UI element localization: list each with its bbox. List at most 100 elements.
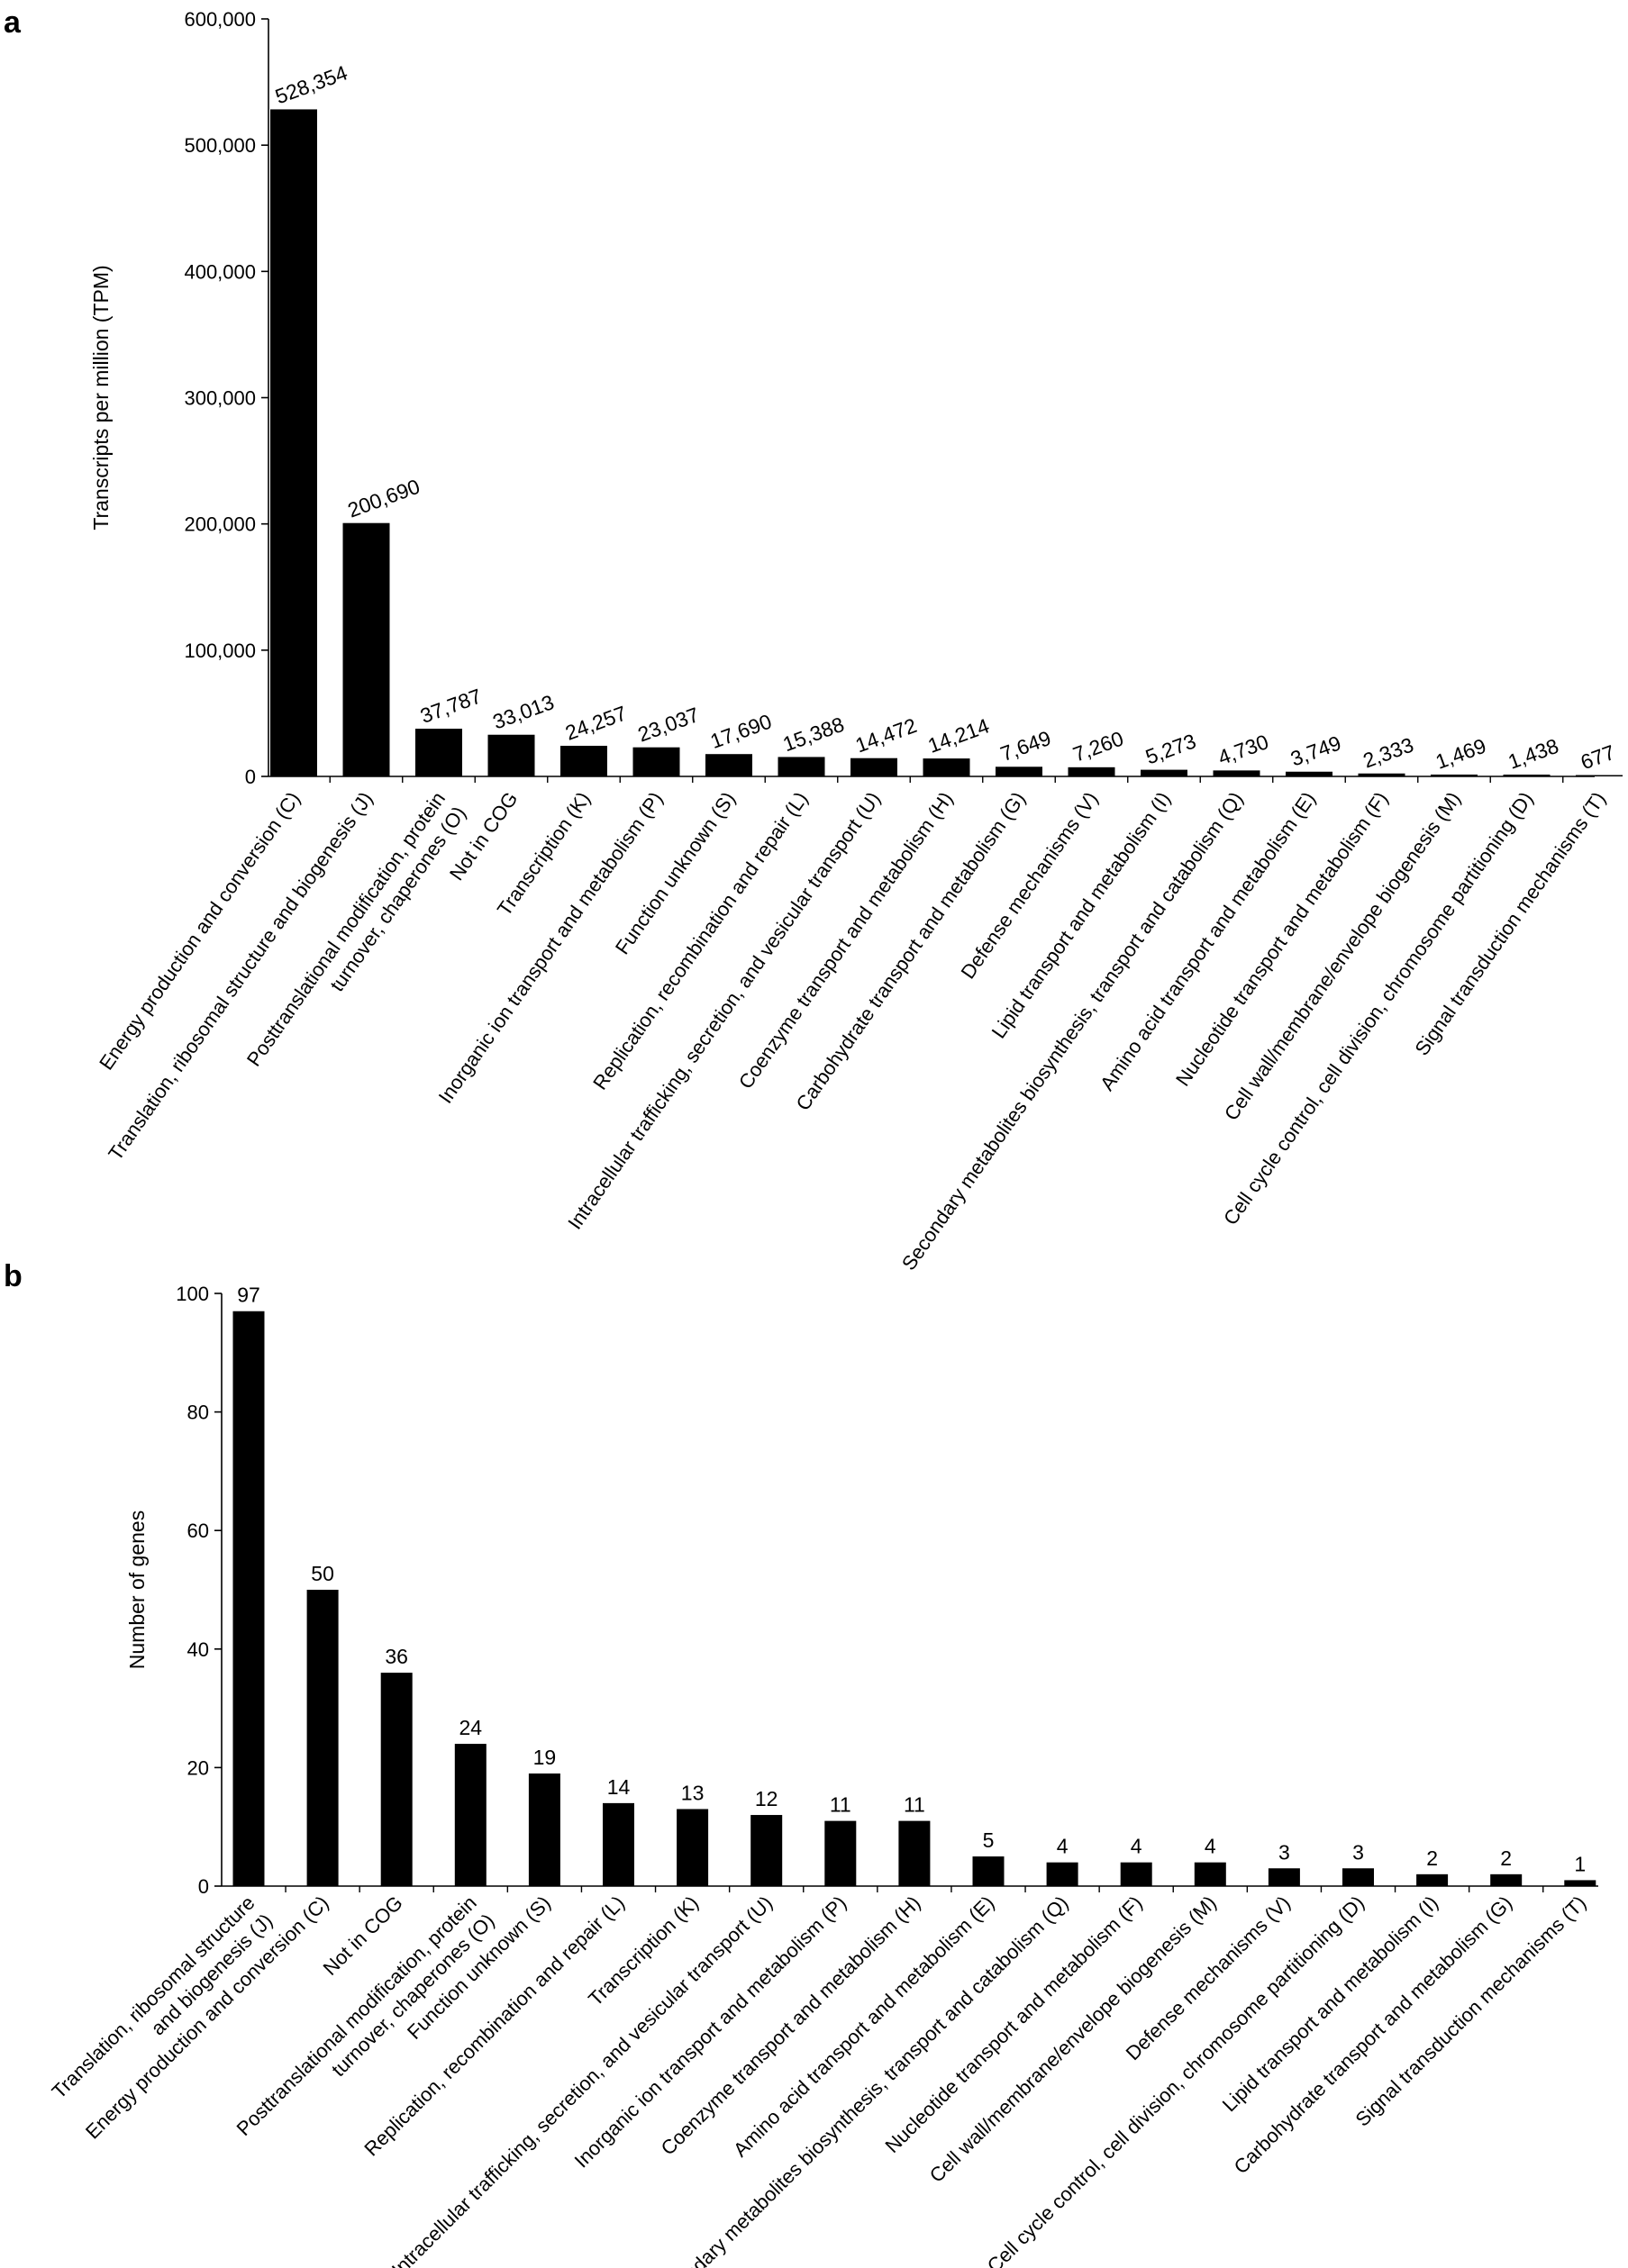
bar-value-label: 14,472 bbox=[852, 713, 920, 757]
category-label-line: Secondary metabolites biosynthesis, tran… bbox=[897, 788, 1248, 1275]
bar bbox=[560, 745, 607, 776]
bar bbox=[705, 754, 752, 776]
bar bbox=[415, 729, 462, 776]
bar-value-label: 11 bbox=[904, 1793, 925, 1817]
bar-value-label: 36 bbox=[385, 1645, 408, 1668]
category-label-line: Replication, recombination and repair (L… bbox=[359, 1892, 629, 2161]
y-tick-label: 500,000 bbox=[184, 134, 256, 157]
bar bbox=[750, 1815, 783, 1886]
bar bbox=[898, 1820, 931, 1886]
bar bbox=[528, 1773, 560, 1886]
category-label: Defense mechanisms (V) bbox=[956, 788, 1102, 984]
y-tick-label: 200,000 bbox=[184, 513, 256, 536]
y-tick-label: 300,000 bbox=[184, 387, 256, 410]
bar bbox=[677, 1809, 709, 1886]
y-axis-title: Transcripts per million (TPM) bbox=[89, 265, 113, 530]
category-label: Replication, recombination and repair (L… bbox=[359, 1892, 629, 2161]
bar bbox=[1068, 767, 1115, 776]
bar-value-label: 97 bbox=[237, 1284, 260, 1307]
bar-value-label: 24,257 bbox=[562, 701, 630, 744]
bar-value-label: 3 bbox=[1352, 1840, 1364, 1864]
category-label: Not in COG bbox=[445, 788, 523, 885]
bar-value-label: 4 bbox=[1205, 1835, 1216, 1858]
bar bbox=[1358, 773, 1405, 776]
bar-value-label: 33,013 bbox=[489, 690, 557, 733]
bar bbox=[487, 734, 535, 776]
y-tick-label: 600,000 bbox=[184, 8, 256, 31]
bar-value-label: 3 bbox=[1278, 1840, 1290, 1864]
bar-value-label: 5,273 bbox=[1142, 729, 1199, 768]
bar-value-label: 50 bbox=[311, 1562, 334, 1585]
bar-value-label: 4 bbox=[1131, 1835, 1142, 1858]
bar-value-label: 13 bbox=[681, 1781, 705, 1804]
bar bbox=[923, 758, 970, 776]
category-label-line: Inorganic ion transport and metabolism (… bbox=[570, 1892, 851, 2173]
bar bbox=[380, 1673, 413, 1886]
panel-a-letter: a bbox=[4, 5, 22, 40]
bar bbox=[1046, 1862, 1078, 1886]
bar bbox=[850, 758, 897, 776]
bar bbox=[270, 109, 317, 776]
bar bbox=[778, 757, 825, 776]
bar-value-label: 7,649 bbox=[997, 726, 1054, 766]
panel-b-letter: b bbox=[4, 1259, 23, 1293]
bar bbox=[1194, 1862, 1226, 1886]
category-label: Carbohydrate transport and metabolism (G… bbox=[1230, 1892, 1517, 2179]
bar-value-label: 4 bbox=[1057, 1835, 1069, 1858]
bar bbox=[603, 1802, 634, 1886]
y-tick-label: 60 bbox=[187, 1520, 209, 1542]
y-tick-label: 0 bbox=[245, 766, 256, 788]
category-label: Coenzyme transport and metabolism (H) bbox=[657, 1892, 925, 2160]
y-tick-label: 100 bbox=[176, 1283, 209, 1305]
y-tick-label: 400,000 bbox=[184, 260, 256, 283]
bar bbox=[306, 1590, 339, 1886]
bar-value-label: 4,730 bbox=[1214, 730, 1271, 769]
bar bbox=[1213, 770, 1260, 776]
category-label-line: Carbohydrate transport and metabolism (G… bbox=[1230, 1892, 1517, 2179]
bar-value-label: 11 bbox=[830, 1793, 851, 1817]
bar-value-label: 2 bbox=[1500, 1846, 1512, 1870]
bar bbox=[1503, 774, 1551, 776]
bar-value-label: 23,037 bbox=[634, 703, 702, 746]
bar bbox=[1268, 1868, 1300, 1886]
bar bbox=[1431, 774, 1478, 776]
chart-a: 0 100,000 200,000 300,000 400,000 500,000 600,… bbox=[89, 8, 1623, 1275]
bar bbox=[454, 1744, 487, 1886]
bar-value-label: 24 bbox=[459, 1716, 483, 1739]
bar-value-label: 17,690 bbox=[707, 710, 775, 753]
bar-value-label: 200,690 bbox=[344, 475, 423, 522]
bar-value-label: 7,260 bbox=[1069, 727, 1126, 767]
category-label: Translation, ribosomal structureand biog… bbox=[48, 1892, 277, 2121]
bar bbox=[1120, 1862, 1152, 1886]
bar-value-label: 3,749 bbox=[1287, 730, 1344, 770]
bar bbox=[996, 767, 1042, 776]
chart-b: 0 20 40 60 80 100 Number of genes 97 Translation… bbox=[48, 1283, 1598, 2268]
category-label-line: Nucleotide transport and metabolism (F) bbox=[881, 1892, 1147, 2157]
bar-value-label: 14 bbox=[607, 1775, 631, 1799]
y-tick-label: 20 bbox=[187, 1756, 209, 1779]
bar-value-label: 12 bbox=[755, 1787, 778, 1810]
category-label-line: Defense mechanisms (V) bbox=[956, 788, 1102, 984]
bar bbox=[824, 1820, 857, 1886]
bar bbox=[632, 747, 680, 776]
category-label-line: Not in COG bbox=[445, 788, 523, 885]
bar bbox=[1141, 769, 1187, 776]
category-label: Nucleotide transport and metabolism (F) bbox=[881, 1892, 1147, 2157]
y-tick-label: 100,000 bbox=[184, 640, 256, 662]
bar-value-label: 528,354 bbox=[272, 60, 350, 108]
bar-value-label: 1,469 bbox=[1432, 734, 1489, 774]
category-label: Secondary metabolites biosynthesis, tran… bbox=[897, 788, 1248, 1275]
category-label: Amino acid transport and metabolism (E) bbox=[729, 1892, 999, 2162]
bar bbox=[972, 1856, 1005, 1886]
bar bbox=[232, 1311, 265, 1886]
bar bbox=[1416, 1873, 1449, 1886]
y-tick-label: 40 bbox=[187, 1638, 209, 1661]
category-label-line: Amino acid transport and metabolism (E) bbox=[729, 1892, 999, 2162]
bar bbox=[1490, 1873, 1523, 1886]
y-tick-label: 80 bbox=[187, 1402, 209, 1424]
bar-value-label: 1,438 bbox=[1505, 734, 1561, 774]
bar-value-label: 5 bbox=[983, 1828, 995, 1852]
bar-value-label: 14,214 bbox=[924, 713, 992, 758]
bar-value-label: 677 bbox=[1578, 740, 1618, 775]
